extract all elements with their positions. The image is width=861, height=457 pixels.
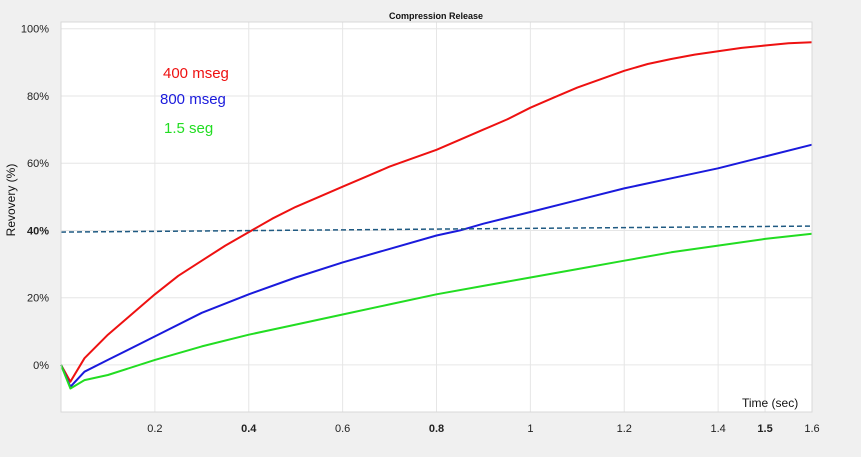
x-tick-label-1: 0.4 xyxy=(241,423,257,435)
x-tick-label-5: 1.2 xyxy=(617,423,632,435)
series-line-1 xyxy=(60,143,813,388)
plot-frame xyxy=(60,21,813,413)
y-tick-label-1: 20% xyxy=(27,293,49,305)
legend-entry-2: 1.5 seg xyxy=(164,120,213,137)
legend-entry-1: 800 mseg xyxy=(160,91,226,108)
series-line-0 xyxy=(60,41,813,383)
y-tick-label-5: 100% xyxy=(21,24,49,36)
reference-dashed-line xyxy=(60,225,813,233)
y-tick-label-2: 40% xyxy=(27,225,49,237)
y-tick-label-3: 60% xyxy=(27,158,49,170)
legend: 400 mseg 800 mseg 1.5 seg xyxy=(160,65,229,137)
x-tick-label-6: 1.4 xyxy=(710,423,725,435)
chart-title: Compression Release xyxy=(389,11,483,21)
y-axis-label: Revovery (%) xyxy=(4,164,18,237)
tick-labels: 0.2 0.4 0.6 0.8 1 1.2 1.4 1.5 1.6 0% 20% 40% 60% 80% 1… xyxy=(21,24,820,435)
x-tick-label-7: 1.5 xyxy=(757,423,772,435)
x-tick-label-0: 0.2 xyxy=(147,423,162,435)
x-axis-label: Time (sec) xyxy=(742,396,798,410)
x-tick-label-4: 1 xyxy=(527,423,533,435)
series-layer xyxy=(60,41,813,390)
y-tick-label-0: 0% xyxy=(33,360,49,372)
y-tick-label-4: 80% xyxy=(27,91,49,103)
x-tick-label-8: 1.6 xyxy=(804,423,819,435)
legend-entry-0: 400 mseg xyxy=(163,65,229,82)
x-tick-label-3: 0.8 xyxy=(429,423,444,435)
series-line-2 xyxy=(60,232,813,390)
x-tick-label-2: 0.6 xyxy=(335,423,350,435)
